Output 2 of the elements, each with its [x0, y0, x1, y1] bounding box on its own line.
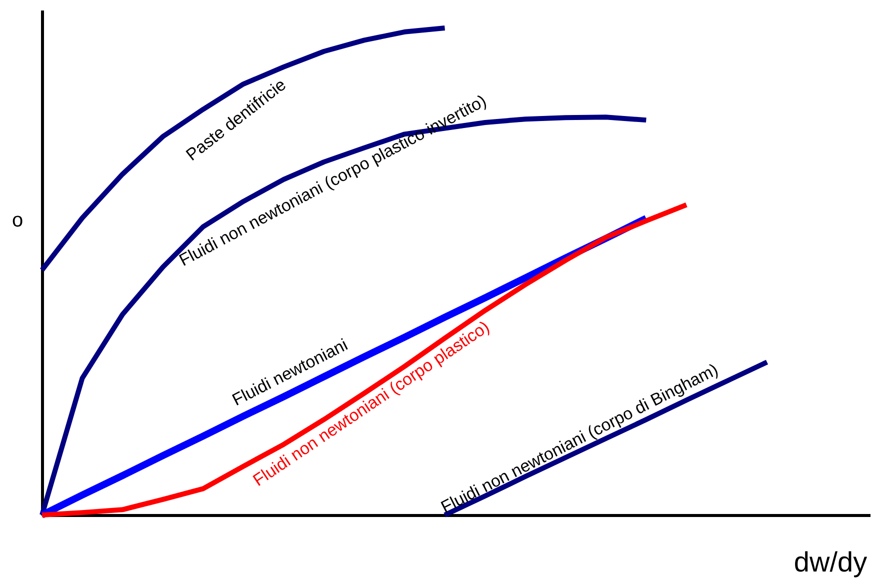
x-axis-title: dw/dy: [794, 546, 868, 578]
y-axis-title: o: [12, 210, 24, 232]
